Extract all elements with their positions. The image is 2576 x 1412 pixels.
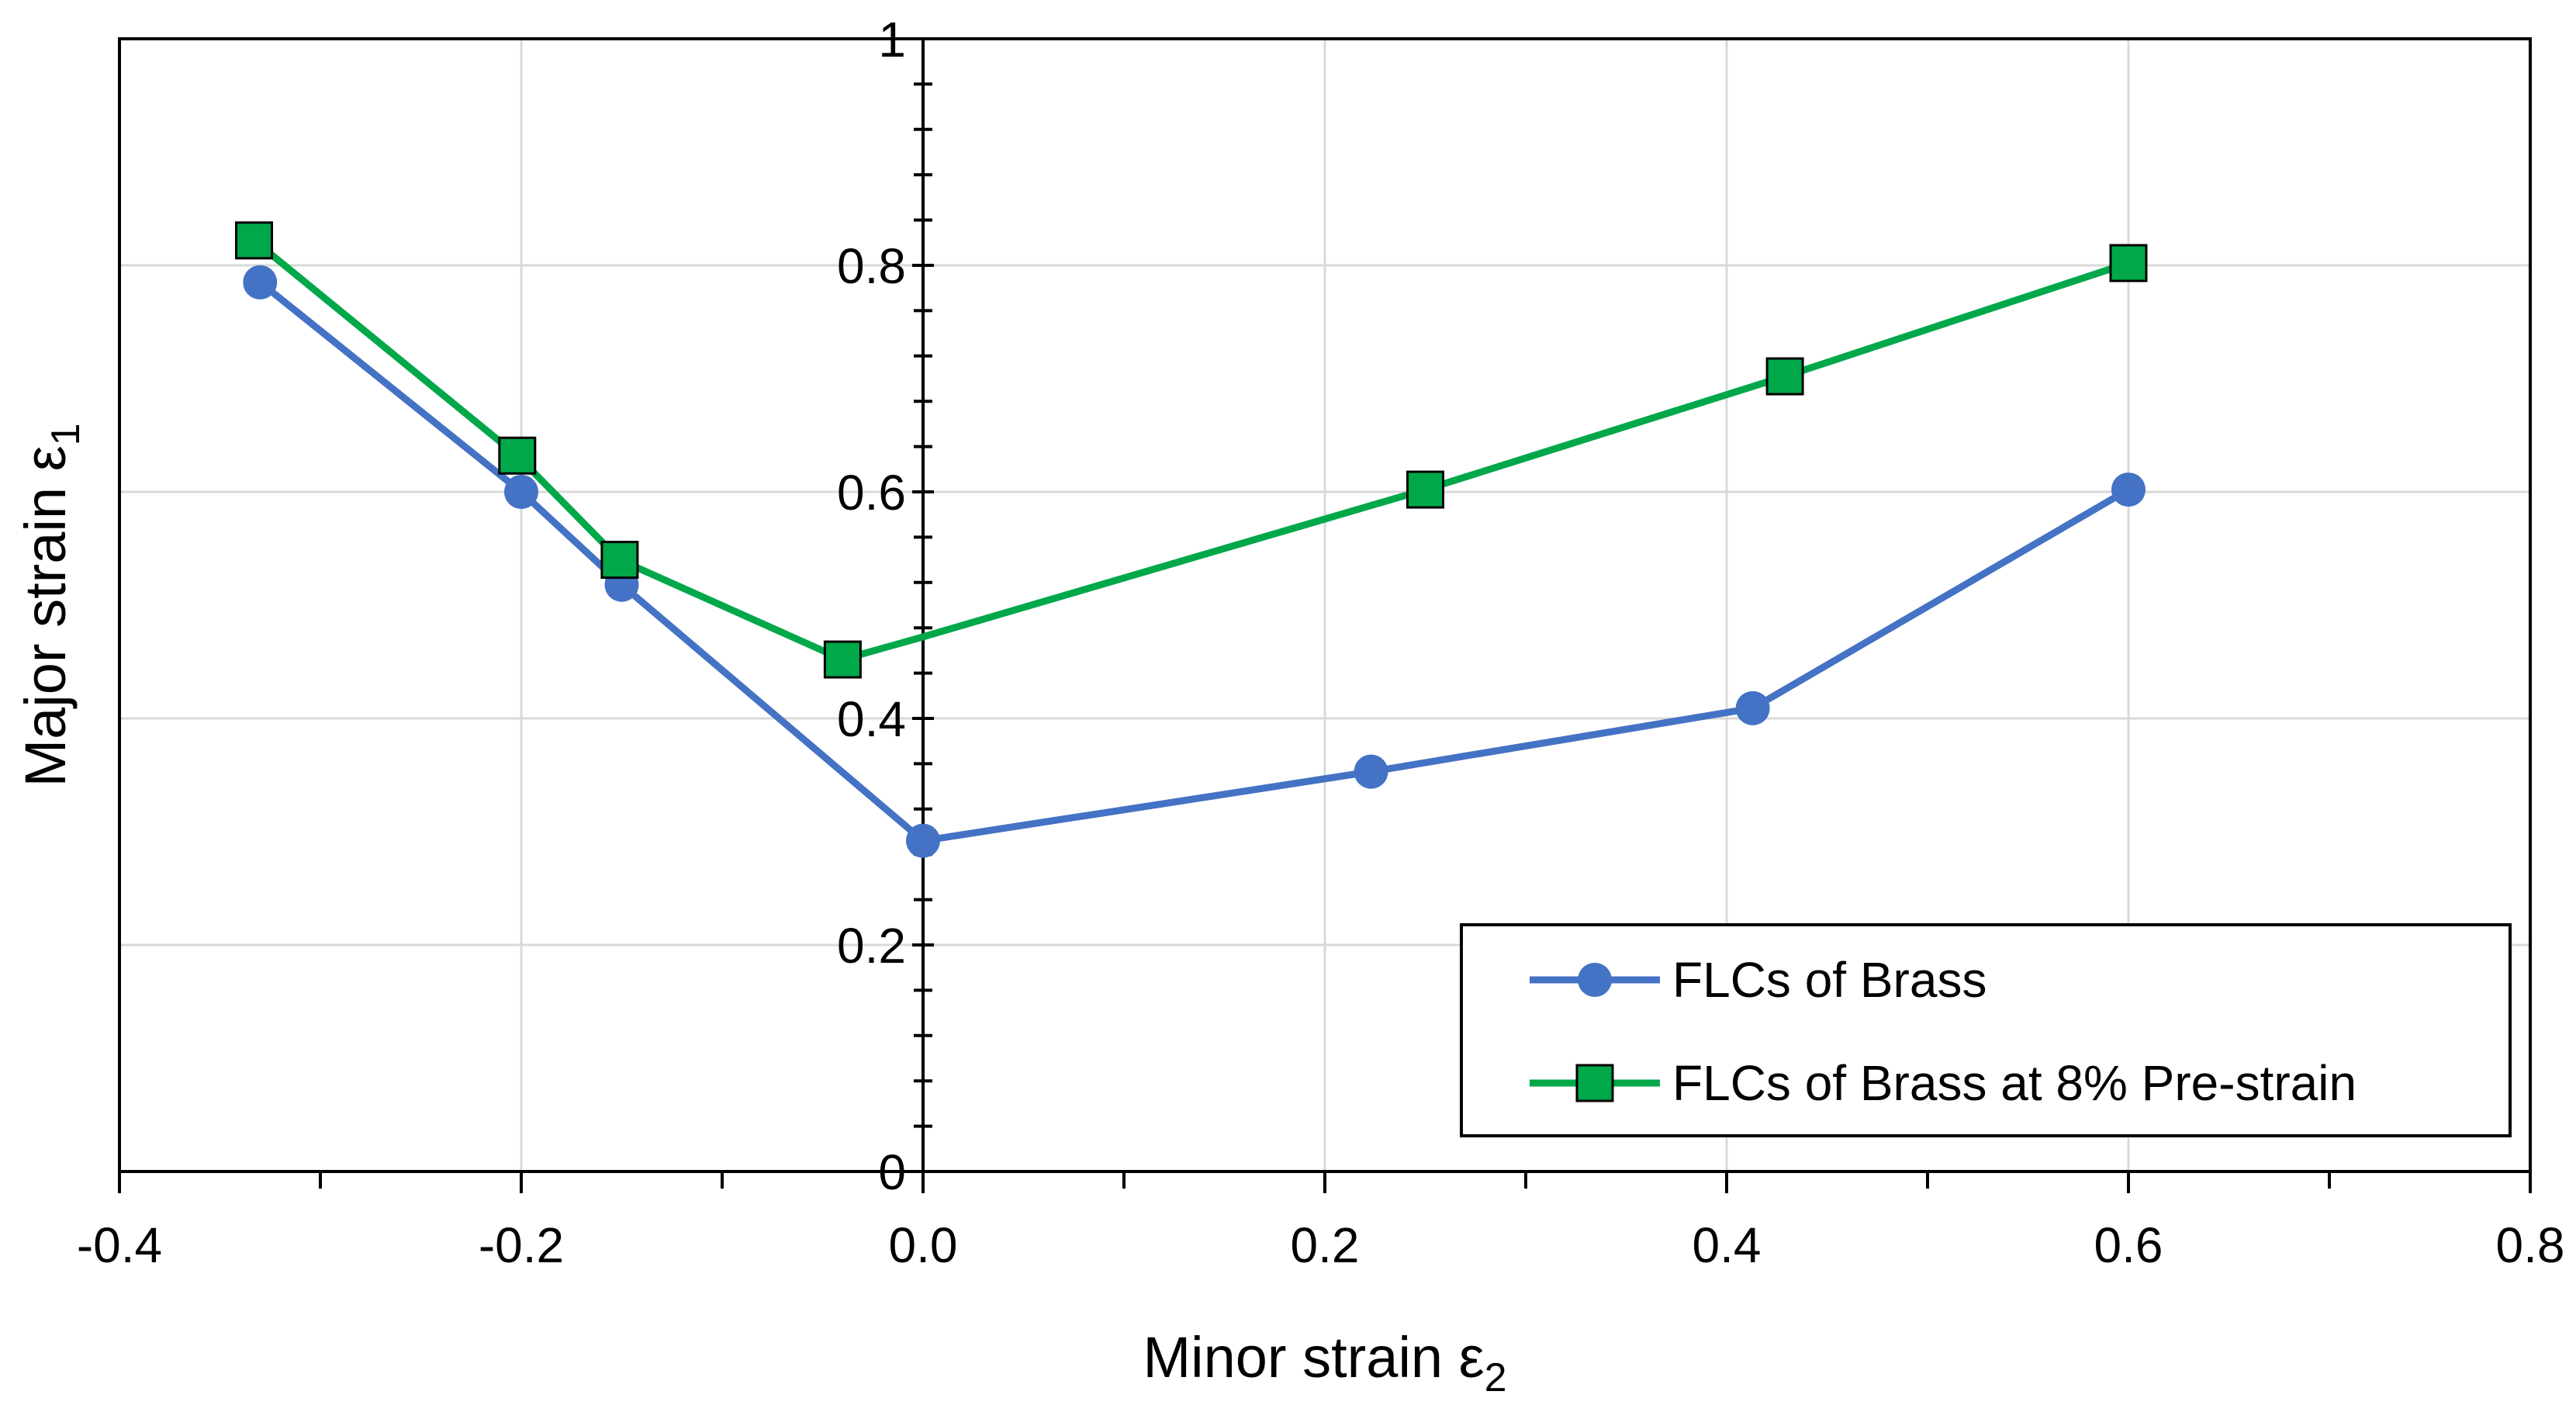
y-tick-label: 0.8 [837,238,906,294]
data-point-square [1765,357,1804,396]
data-point-circle [2111,472,2146,507]
data-point-square [498,436,537,475]
x-tick-label: -0.4 [77,1217,162,1273]
data-point-square [2109,244,2148,282]
x-tick-label: -0.2 [479,1217,564,1273]
data-point-square [600,541,639,580]
data-point-circle [906,823,940,858]
data-point-circle [243,265,278,299]
legend-label-flcs-pre-strain: FLCs of Brass at 8% Pre-strain [1672,1055,2356,1111]
data-point-square [823,640,862,679]
legend: FLCs of Brass FLCs of Brass at 8% Pre-st… [1460,923,2512,1137]
series-flcs-pre-strain [235,221,2148,679]
data-point-square [235,221,274,260]
y-axis-title: Major strain ε1 [13,423,88,787]
legend-label-flcs-of-brass: FLCs of Brass [1672,952,1986,1008]
x-tick-label: 0.0 [889,1217,958,1273]
data-point-square [1406,470,1444,509]
y-tick-label: 0 [878,1144,906,1200]
x-tick-label: 0.2 [1291,1217,1360,1273]
series [235,221,2148,858]
data-point-circle [504,475,538,509]
y-tick-label: 0.6 [837,465,906,521]
y-tick-label: 0.2 [837,918,906,974]
data-point-circle [1354,754,1388,789]
legend-marker-square [1575,1064,1614,1102]
series-flcs-of-brass [243,265,2146,858]
x-axis-title: Minor strain ε2 [1143,1325,1506,1400]
legend-box [1460,923,2512,1137]
data-point-circle [1735,690,1770,725]
x-tick-label: 0.6 [2094,1217,2163,1273]
x-tick-label: 0.4 [1693,1217,1762,1273]
legend-marker-circle [1578,963,1612,997]
y-tick-label: 1 [878,12,906,67]
axes: -0.4 -0.2 0.0 0.2 0.4 0.6 0.8 0 0.2 0.4 0.6 0.8 1 [77,12,2565,1273]
y-tick-label: 0.4 [837,691,906,747]
x-tick-label: 0.8 [2496,1217,2565,1273]
